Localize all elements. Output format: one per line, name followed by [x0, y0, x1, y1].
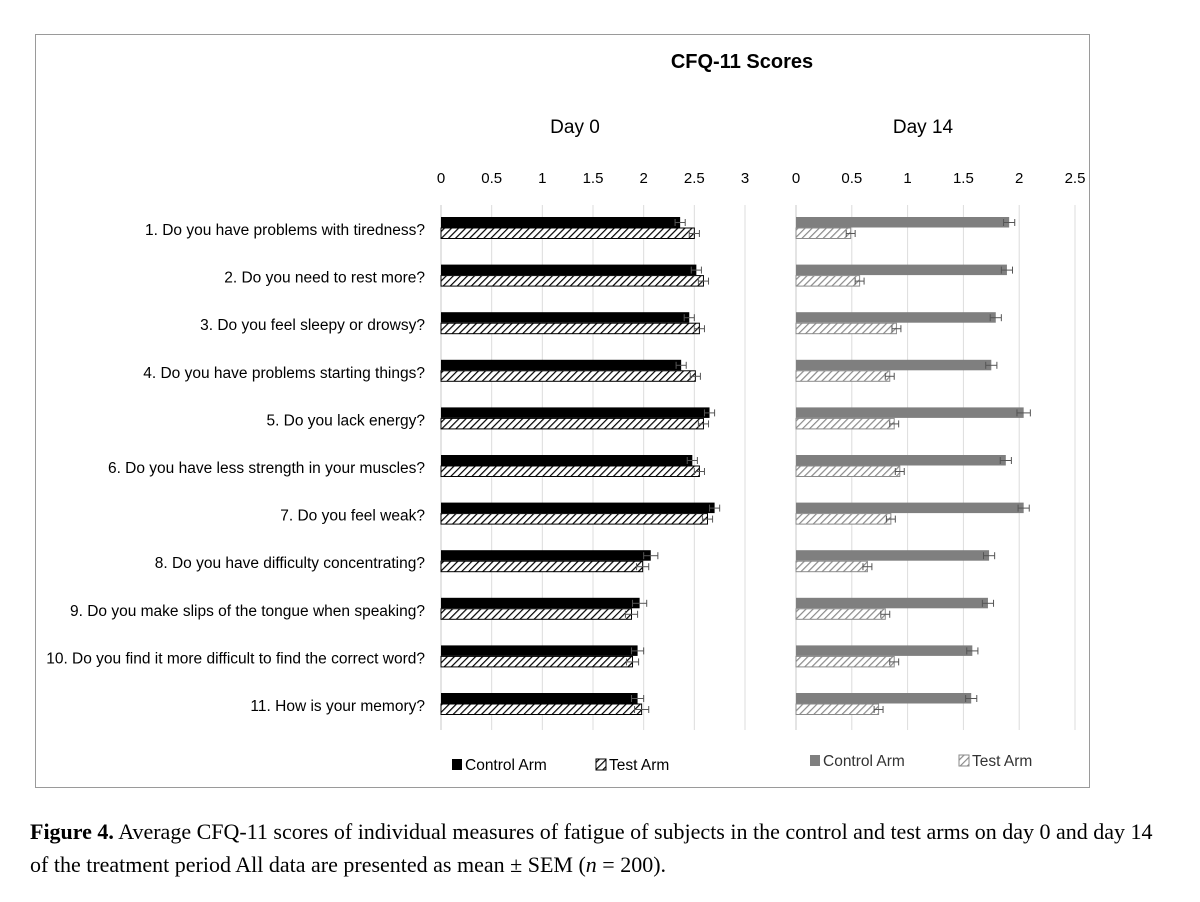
x-tick-label: 1.5: [953, 170, 974, 187]
legend-swatch-test: [595, 758, 607, 771]
x-tick-label: 2: [639, 170, 647, 187]
test-arm-bar: [440, 513, 709, 525]
control-arm-bar: [796, 455, 1006, 466]
control-arm-bar: [796, 312, 996, 323]
control-arm-bar: [441, 502, 715, 514]
legend-label: Test Arm: [972, 753, 1032, 770]
x-tick-label: 1: [538, 170, 546, 187]
category-label: 11. How is your memory?: [250, 698, 425, 715]
test-arm-bar: [440, 608, 633, 620]
category-label: 5. Do you lack energy?: [266, 412, 425, 429]
control-arm-bar: [441, 217, 681, 228]
test-arm-bar: [795, 655, 895, 668]
chart-title: CFQ-11 Scores: [671, 51, 813, 73]
legend-swatch-test: [958, 754, 970, 767]
x-tick-label: 0.5: [841, 170, 862, 187]
control-arm-bar: [796, 407, 1024, 418]
test-arm-bar: [795, 322, 897, 335]
category-label: 8. Do you have difficulty concentrating?: [155, 555, 426, 572]
category-label: 7. Do you feel weak?: [280, 508, 425, 525]
test-arm-bar: [795, 275, 861, 287]
caption-n-symbol: n: [585, 852, 597, 877]
x-tick-label: 1.5: [583, 170, 604, 187]
test-arm-bar: [795, 513, 892, 525]
control-arm-bar: [796, 550, 990, 561]
category-label: 9. Do you make slips of the tongue when …: [70, 603, 425, 620]
control-arm-bar: [441, 312, 690, 323]
test-arm-bar: [440, 322, 700, 335]
x-tick-label: 1: [903, 170, 911, 187]
test-arm-bar: [795, 227, 852, 239]
x-tick-label: 0: [792, 170, 800, 187]
control-arm-bar: [796, 502, 1024, 514]
test-arm-bar: [795, 703, 880, 715]
control-arm-bar: [441, 407, 710, 418]
control-arm-bar: [796, 359, 992, 371]
control-arm-bar: [441, 597, 640, 609]
legend-swatch-control: [452, 759, 462, 770]
legend-label: Control Arm: [465, 757, 547, 774]
test-arm-bar: [440, 655, 634, 668]
control-arm-bar: [796, 693, 972, 704]
legend-swatch-control: [810, 755, 820, 766]
category-label: 3. Do you feel sleepy or drowsy?: [200, 317, 425, 334]
control-arm-bar: [796, 217, 1010, 228]
x-tick-label: 3: [741, 170, 749, 187]
legend-label: Control Arm: [823, 753, 905, 770]
x-tick-label: 2.5: [1065, 170, 1086, 187]
test-arm-bar: [440, 275, 704, 287]
panel-title: Day 0: [550, 117, 600, 138]
control-arm-bar: [796, 645, 973, 656]
control-arm-bar: [796, 597, 988, 609]
control-arm-bar: [441, 550, 651, 561]
x-tick-label: 2: [1015, 170, 1023, 187]
test-arm-bar: [795, 417, 895, 430]
control-arm-bar: [441, 693, 638, 704]
category-label: 10. Do you find it more difficult to fin…: [46, 650, 425, 667]
test-arm-bar: [795, 608, 886, 620]
test-arm-bar: [795, 560, 868, 573]
cfq11-chart: CFQ-11 Scores 1. Do you have problems wi…: [46, 51, 1086, 774]
test-arm-bar: [795, 465, 901, 477]
category-label: 1. Do you have problems with tiredness?: [145, 222, 425, 239]
control-arm-bar: [441, 359, 682, 371]
control-arm-bar: [441, 264, 697, 276]
control-arm-bar: [441, 645, 638, 656]
figure-caption: Figure 4. Average CFQ-11 scores of indiv…: [30, 815, 1170, 881]
x-tick-label: 2.5: [684, 170, 705, 187]
test-arm-bar: [440, 227, 695, 239]
test-arm-bar: [440, 703, 643, 715]
x-tick-label: 0: [437, 170, 445, 187]
control-arm-bar: [796, 264, 1007, 276]
legend-label: Test Arm: [609, 757, 669, 774]
x-tick-label: 0.5: [481, 170, 502, 187]
caption-text: Average CFQ-11 scores of individual meas…: [30, 819, 1153, 877]
test-arm-bar: [440, 560, 644, 573]
test-arm-bar: [440, 370, 696, 382]
category-label: 2. Do you need to rest more?: [224, 270, 425, 287]
test-arm-bar: [440, 417, 704, 430]
caption-label: Figure 4.: [30, 819, 114, 844]
caption-n-value: = 200).: [596, 852, 667, 877]
test-arm-bar: [795, 370, 891, 382]
figure-frame: [35, 34, 1090, 788]
test-arm-bar: [440, 465, 700, 477]
category-label: 4. Do you have problems starting things?: [143, 365, 425, 382]
panel-title: Day 14: [893, 117, 954, 138]
category-label: 6. Do you have less strength in your mus…: [108, 460, 425, 477]
control-arm-bar: [441, 455, 693, 466]
